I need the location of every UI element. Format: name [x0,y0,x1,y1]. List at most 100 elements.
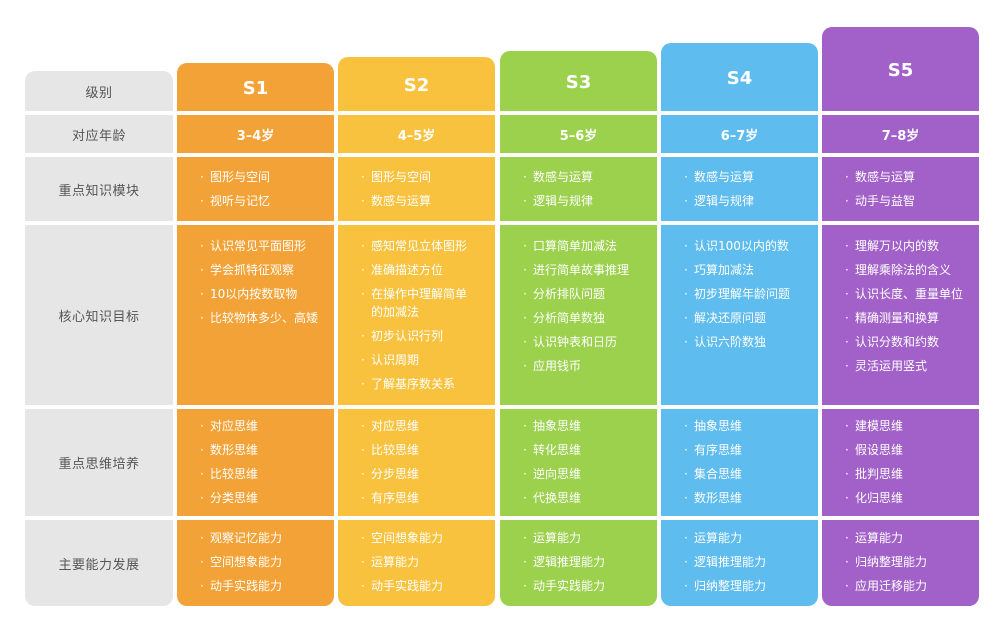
bullet: · [200,443,204,457]
list-item: · 逻辑与规律 [523,189,643,213]
bullet: · [361,353,365,367]
age-cell-s1: 3–4岁 [177,115,334,153]
list-item-text: 建模思维 [855,419,904,433]
list-item-text: 认识常见平面图形 [210,239,307,253]
list-item-text: 数形思维 [694,491,743,505]
goals-cell-s4: · 认识100以内的数 · 巧算加减法 · 初步理解年龄问题 · 解决还原问题 · 认识六… [661,225,818,405]
bullet: · [845,579,849,593]
ability-cell-s4: · 运算能力 · 逻辑推理能力 · 归纳整理能力 [661,520,818,606]
age-text: 3–4岁 [236,128,275,144]
ability-cell-s5: · 运算能力 · 归纳整理能力 · 应用迁移能力 [822,520,979,606]
bullet: · [845,531,849,545]
list-item: · 认识六阶数独 [684,330,804,354]
bullet: · [684,491,688,505]
list-item-text: 图形与空间 [371,170,432,184]
row-label-text: 主要能力发展 [58,557,140,573]
column-header-s1: S1 [177,63,334,111]
bullet: · [845,359,849,373]
bullet: · [523,491,527,505]
level-name: S1 [242,77,269,99]
bullet: · [523,239,527,253]
bullet: · [845,263,849,277]
list-item: · 应用迁移能力 [845,574,965,598]
list-item-text: 假设思维 [855,443,904,457]
bullet: · [523,359,527,373]
list-item: · 观察记忆能力 [200,526,320,550]
column-header-s4: S4 [661,43,818,111]
bullet: · [523,555,527,569]
list-item: · 了解基序数关系 [361,372,481,396]
list-item: · 逻辑推理能力 [684,550,804,574]
row-label-level: 级别 [25,71,173,111]
list-item-text: 认识六阶数独 [694,335,767,349]
list-item-text: 分析简单数独 [533,311,606,325]
list-item: · 图形与空间 [361,165,481,189]
list-item-text: 转化思维 [533,443,582,457]
bullet: · [684,170,688,184]
list-item: · 数形思维 [684,486,804,510]
list-item-text: 应用迁移能力 [855,579,928,593]
bullet: · [523,443,527,457]
age-cell-s2: 4–5岁 [338,115,495,153]
list-item: · 逻辑与规律 [684,189,804,213]
list-item-text: 数感与运算 [533,170,594,184]
list-item: · 动手实践能力 [523,574,643,598]
list-item: · 感知常见立体图形 [361,234,481,258]
thinking-cell-s1: · 对应思维 · 数形思维 · 比较思维 · 分类思维 [177,409,334,516]
age-text: 7–8岁 [881,128,920,144]
list-item: · 化归思维 [845,486,965,510]
list-item: · 精确测量和换算 [845,306,965,330]
row-label-thinking: 重点思维培养 [25,409,173,516]
bullet: · [684,239,688,253]
bullet: · [200,170,204,184]
age-cell-s3: 5–6岁 [500,115,657,153]
list-item-text: 在操作中理解简单的加减法 [371,287,468,319]
bullet: · [200,555,204,569]
list-item-text: 逻辑推理能力 [533,555,606,569]
list-item: · 应用钱币 [523,354,643,378]
bullet: · [684,419,688,433]
list-item-text: 初步认识行列 [371,329,444,343]
bullet: · [361,239,365,253]
bullet: · [684,263,688,277]
list-item-text: 批判思维 [855,467,904,481]
bullet: · [523,311,527,325]
list-item-text: 动手与益智 [855,194,916,208]
bullet: · [523,531,527,545]
list-item-text: 初步理解年龄问题 [694,287,791,301]
bullet: · [361,263,365,277]
bullet: · [361,194,365,208]
bullet: · [361,287,365,301]
list-item: · 图形与空间 [200,165,320,189]
column-header-s5: S5 [822,27,979,111]
list-item-text: 进行简单故事推理 [533,263,630,277]
bullet: · [361,419,365,433]
list-item: · 批判思维 [845,462,965,486]
bullet: · [684,311,688,325]
bullet: · [684,335,688,349]
bullet: · [361,555,365,569]
list-item: · 认识周期 [361,348,481,372]
list-item-text: 归纳整理能力 [855,555,928,569]
list-item: · 归纳整理能力 [684,574,804,598]
thinking-cell-s5: · 建模思维 · 假设思维 · 批判思维 · 化归思维 [822,409,979,516]
modules-cell-s2: · 图形与空间 · 数感与运算 [338,157,495,221]
bullet: · [200,287,204,301]
bullet: · [523,263,527,277]
age-cell-s5: 7–8岁 [822,115,979,153]
bullet: · [361,443,365,457]
list-item-text: 解决还原问题 [694,311,767,325]
bullet: · [200,239,204,253]
bullet: · [845,335,849,349]
bullet: · [845,491,849,505]
list-item-text: 对应思维 [371,419,420,433]
goals-cell-s2: · 感知常见立体图形 · 准确描述方位 · 在操作中理解简单的加减法 · 初步认识行列 … [338,225,495,405]
goals-cell-s3: · 口算简单加减法 · 进行简单故事推理 · 分析排队问题 · 分析简单数独 · 认识钟表… [500,225,657,405]
list-item: · 逻辑推理能力 [523,550,643,574]
list-item-text: 理解万以内的数 [855,239,940,253]
list-item-text: 视听与记忆 [210,194,271,208]
list-item: · 运算能力 [361,550,481,574]
list-item-text: 空间想象能力 [371,531,444,545]
goals-cell-s5: · 理解万以内的数 · 理解乘除法的含义 · 认识长度、重量单位 · 精确测量和换算 ·… [822,225,979,405]
list-item: · 理解乘除法的含义 [845,258,965,282]
